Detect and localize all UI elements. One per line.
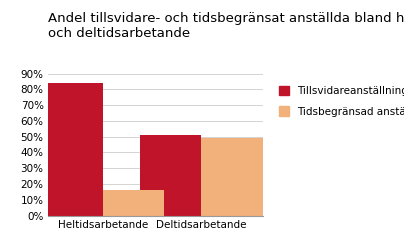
Bar xyxy=(103,190,164,216)
Bar xyxy=(202,138,263,216)
Text: Andel tillsvidare- och tidsbegränsat anställda bland hel-
och deltidsarbetande: Andel tillsvidare- och tidsbegränsat ans… xyxy=(48,12,404,40)
Bar xyxy=(140,135,202,216)
Legend: Tillsvidareanställning, Tidsbegränsad anställning: Tillsvidareanställning, Tidsbegränsad an… xyxy=(278,86,404,117)
Bar xyxy=(42,83,103,216)
